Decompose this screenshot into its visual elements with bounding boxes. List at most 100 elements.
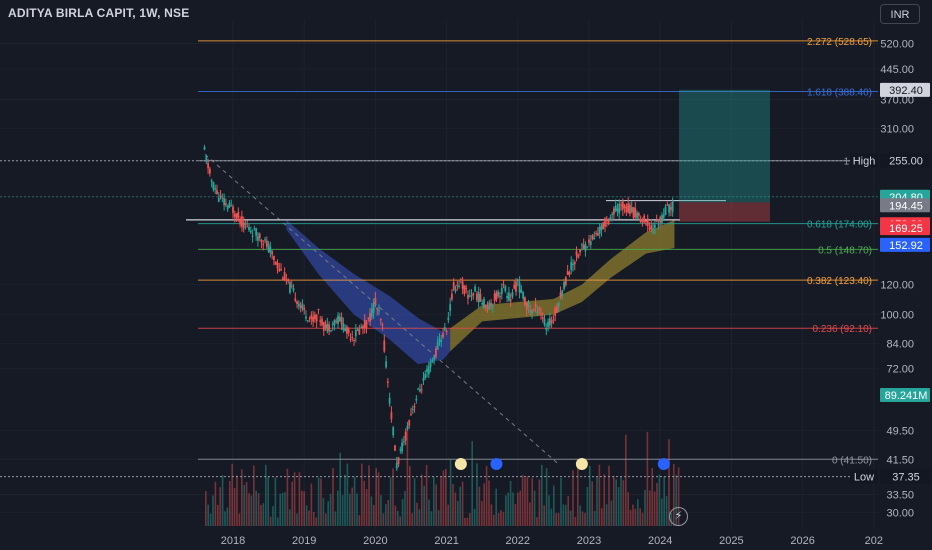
candle-body [641, 219, 644, 222]
candle-body [479, 293, 482, 302]
candle-body [657, 224, 660, 226]
candle-body [561, 290, 564, 296]
volume-bar [529, 502, 531, 526]
candle-body [246, 226, 249, 228]
candle-body [613, 208, 615, 215]
volume-bar [241, 469, 243, 526]
event-marker [490, 458, 503, 470]
volume-bar [629, 509, 632, 526]
currency-selector[interactable]: INR [880, 4, 920, 24]
candle-body [625, 206, 628, 213]
candle-body [383, 340, 386, 352]
volume-bar [399, 516, 401, 526]
candle-body [600, 225, 603, 231]
candle-body [584, 244, 587, 252]
candle-body [595, 233, 598, 235]
volume-bar [581, 511, 584, 526]
volume-bar [483, 483, 485, 526]
volume-bar [461, 481, 464, 526]
candle-body [207, 162, 209, 169]
volume-bar [293, 472, 296, 526]
volume-bar [284, 492, 286, 526]
candle-body [467, 294, 469, 299]
volume-bar [219, 487, 221, 526]
price-tag: 194.45 [880, 198, 930, 213]
volume-bar [637, 499, 639, 526]
candle-body [436, 342, 439, 350]
candle-body [605, 218, 608, 222]
volume-bar [538, 479, 541, 526]
volume-bar [452, 484, 454, 526]
candle-body [273, 256, 275, 261]
volume-bar [262, 503, 265, 526]
candle-body [668, 204, 670, 213]
candle-body [269, 247, 272, 253]
volume-bar [591, 481, 593, 526]
candle-body [515, 281, 517, 292]
volume-bar [553, 485, 555, 526]
fib-label: 0.382 (123.40) [807, 276, 872, 287]
volume-bar [315, 517, 317, 526]
volume-bar [639, 508, 641, 526]
candle-body [413, 406, 416, 408]
y-tick-label: 520.00 [880, 39, 914, 51]
price-tag-text: 255.00 [889, 156, 923, 168]
volume-bar [255, 490, 257, 526]
candle-body [317, 309, 320, 311]
volume-bar [375, 468, 377, 526]
candle-body [285, 279, 288, 281]
candle-body [597, 233, 599, 236]
volume-bar [248, 493, 250, 526]
candle-body [666, 204, 669, 206]
candle-body [408, 420, 411, 426]
price-tag: 255.00 High [850, 153, 930, 168]
candle-body [520, 289, 523, 294]
y-tick-label: 310.00 [880, 124, 914, 136]
volume-bar [257, 493, 260, 526]
candle-body [328, 324, 331, 332]
volume-bar [505, 495, 507, 526]
candle-body [249, 231, 252, 233]
y-tick-label: 120.00 [880, 280, 914, 292]
volume-bar [279, 493, 281, 526]
volume-bar [675, 474, 677, 526]
candle-body [237, 211, 240, 218]
candle-body [621, 201, 624, 210]
candle-body [486, 307, 489, 309]
candle-body [274, 261, 277, 265]
candle-body [532, 309, 535, 311]
candle-body [484, 304, 487, 308]
candle-body [459, 279, 462, 281]
candle-body [299, 305, 302, 308]
candle-body [443, 327, 446, 331]
candle-body [653, 224, 656, 228]
event-marker [454, 458, 467, 470]
candle-body [322, 321, 325, 331]
volume-bar [569, 510, 572, 526]
candle-body [346, 326, 348, 334]
volume-bar [341, 495, 344, 526]
lightning-icon[interactable]: ⚡ [669, 507, 688, 526]
candle-body [319, 320, 322, 322]
candle-body [239, 220, 242, 225]
volume-bar [644, 489, 646, 526]
trend-line [204, 154, 561, 466]
y-tick-label: 370.00 [880, 95, 914, 107]
price-tag: 89.241M [880, 388, 930, 402]
volume-bar [231, 463, 233, 526]
volume-bar [392, 468, 394, 526]
candle-body [214, 188, 217, 190]
y-tick-label: 49.50 [886, 425, 914, 437]
candle-body [499, 296, 501, 298]
volume-bar [605, 504, 608, 526]
time-axis: 2018 2019 2020 2021 2022 2023 2024 2025 2026 202 [0, 530, 932, 550]
candle-body [360, 326, 363, 328]
volume-bar [207, 504, 209, 526]
volume-bar [394, 505, 397, 526]
volume-bar [613, 476, 615, 526]
candle-body [609, 217, 612, 221]
candle-body [331, 323, 334, 325]
volume-bar [351, 487, 353, 526]
volume-bar [233, 487, 236, 526]
